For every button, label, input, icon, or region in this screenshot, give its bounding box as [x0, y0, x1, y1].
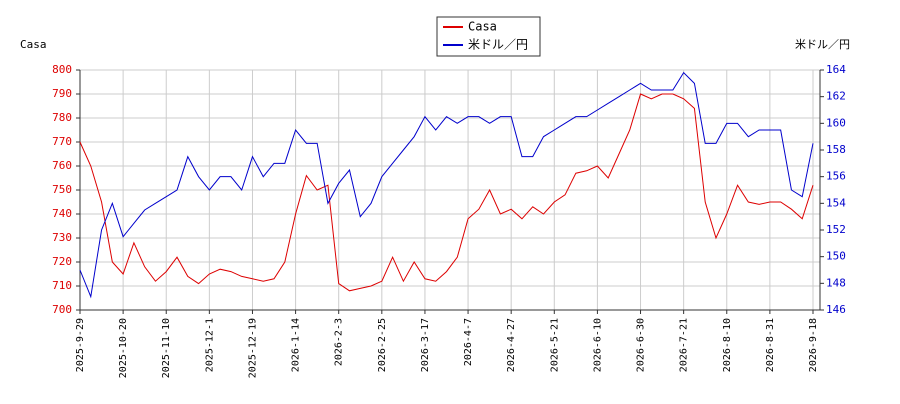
- y-tick-label: 780: [52, 111, 72, 124]
- legend-label: Casa: [468, 20, 497, 34]
- y2-tick-label: 146: [826, 303, 846, 316]
- y2-tick-label: 150: [826, 250, 846, 263]
- y2-tick-label: 162: [826, 90, 846, 103]
- x-tick-label: 2026-3-17: [420, 318, 431, 372]
- x-tick-label: 2026-2-3: [334, 318, 345, 366]
- y-tick-label: 730: [52, 231, 72, 244]
- y-tick-label: 710: [52, 279, 72, 292]
- y2-tick-label: 160: [826, 116, 846, 129]
- x-tick-label: 2026-2-25: [377, 318, 388, 372]
- x-tick-label: 2026-9-18: [808, 318, 819, 372]
- legend: [436, 16, 541, 57]
- y2-tick-label: 156: [826, 170, 846, 183]
- x-tick-label: 2026-6-30: [636, 318, 647, 372]
- x-tick-label: 2026-7-21: [679, 318, 690, 372]
- x-tick-label: 2026-8-10: [722, 318, 733, 372]
- series-line: [79, 71, 814, 299]
- y-tick-label: 700: [52, 303, 72, 316]
- y-tick-label: 790: [52, 87, 72, 100]
- y-tick-label: 770: [52, 135, 72, 148]
- x-tick-label: 2026-1-14: [291, 318, 302, 372]
- x-tick-label: 2025-10-20: [118, 318, 129, 378]
- y2-tick-label: 152: [826, 223, 846, 236]
- legend-label: 米ドル／円: [468, 38, 528, 52]
- y2-tick-label: 164: [826, 63, 846, 76]
- y2-tick-label: 148: [826, 276, 846, 289]
- x-tick-label: 2025-11-10: [161, 318, 172, 378]
- x-tick-label: 2026-4-27: [506, 318, 517, 372]
- y2-axis-title: 米ドル／円: [795, 38, 850, 51]
- y-tick-label: 800: [52, 63, 72, 76]
- x-tick-label: 2026-4-7: [463, 318, 474, 366]
- x-tick-label: 2025-12-1: [204, 318, 215, 372]
- y-tick-label: 740: [52, 207, 72, 220]
- x-tick-label: 2026-8-31: [765, 318, 776, 372]
- y-tick-label: 750: [52, 183, 72, 196]
- y-axis-title: Casa: [20, 38, 47, 51]
- x-tick-label: 2025-12-19: [247, 318, 258, 378]
- y-tick-label: 760: [52, 159, 72, 172]
- x-tick-label: 2025-9-29: [75, 318, 86, 372]
- series-line: [79, 93, 814, 292]
- x-tick-label: 2026-5-21: [549, 318, 560, 372]
- y-tick-label: 720: [52, 255, 72, 268]
- y2-tick-label: 154: [826, 196, 846, 209]
- y2-tick-label: 158: [826, 143, 846, 156]
- x-tick-label: 2026-6-10: [592, 318, 603, 372]
